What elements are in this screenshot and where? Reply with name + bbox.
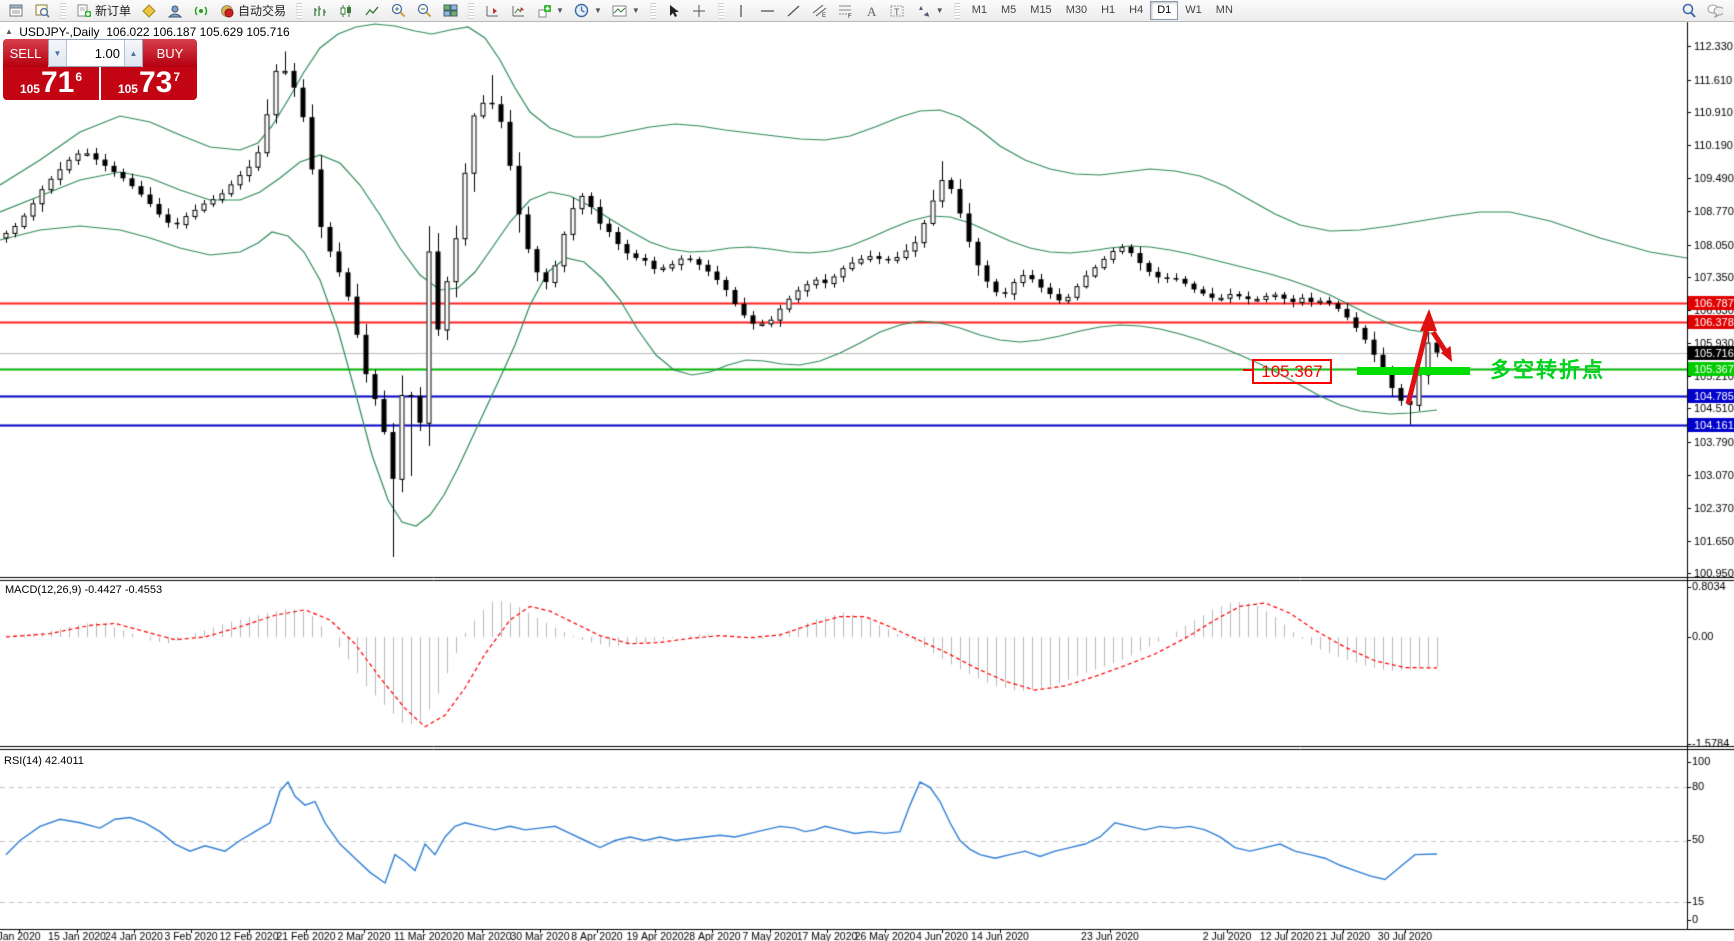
toolbar-separator: [296, 2, 303, 19]
bid-pips: 71: [40, 66, 75, 99]
main-toolbar: 新订单 自动交易 ▼ ▼ ▼: [0, 0, 1734, 22]
linechart-icon[interactable]: [359, 1, 385, 21]
period-clock-icon: [574, 3, 590, 19]
chart-shift-icon[interactable]: [479, 1, 505, 21]
expert-icon[interactable]: [162, 1, 188, 21]
pivot-annotation-text[interactable]: 多空转折点: [1490, 359, 1605, 382]
timeframe-d1[interactable]: D1: [1150, 1, 1179, 20]
timeframe-m15[interactable]: M15: [1030, 4, 1052, 16]
bid-pipette: 6: [75, 70, 83, 84]
template-button[interactable]: ▼: [607, 1, 645, 21]
autotrade-icon: [219, 3, 235, 19]
shapes-icon: [916, 3, 932, 19]
timeframe-m1[interactable]: M1: [971, 4, 987, 16]
toolbar-separator: [649, 2, 656, 19]
one-click-trading-panel: SELL ▼ 1.00 ▲ BUY 105 71 6 105 73 7: [3, 39, 197, 100]
svg-text:A: A: [867, 4, 877, 18]
fibonacci-icon[interactable]: F: [833, 1, 859, 21]
svg-text:T: T: [894, 7, 900, 17]
auto-trading-button[interactable]: 自动交易: [214, 1, 291, 21]
timeframe-mn[interactable]: MN: [1215, 4, 1233, 16]
buy-button[interactable]: BUY: [143, 39, 197, 67]
timeframe-m5[interactable]: M5: [1001, 4, 1017, 16]
pivot-highlight-bar[interactable]: [1357, 367, 1470, 375]
sell-button[interactable]: SELL: [3, 39, 48, 67]
svg-text:F: F: [848, 14, 852, 18]
timeframe-toolbar: M1 M5 M15 M30 H1 H4 D1 W1 MN: [962, 1, 1243, 21]
volume-stepper: ▼ 1.00 ▲: [48, 39, 143, 67]
label-icon[interactable]: T: [885, 1, 911, 21]
cursor-icon[interactable]: [661, 1, 687, 21]
timeframe-h1[interactable]: H1: [1101, 4, 1116, 16]
chevron-down-icon: ▼: [631, 6, 640, 15]
indicator-diamond-icon[interactable]: [136, 1, 162, 21]
auto-trading-label: 自动交易: [238, 4, 287, 18]
timeframe-m30[interactable]: M30: [1065, 4, 1088, 16]
zoom-in-icon[interactable]: [385, 1, 411, 21]
hline-icon[interactable]: [755, 1, 781, 21]
toolbar-separator: [60, 2, 66, 19]
search-icon[interactable]: [1676, 1, 1702, 21]
add-indicator-icon: [536, 3, 552, 19]
period-button[interactable]: ▼: [569, 1, 607, 21]
chevron-down-icon: ▼: [556, 6, 564, 15]
timeframe-w1[interactable]: W1: [1185, 4, 1202, 16]
template-icon: [612, 3, 628, 19]
chart-title: ▲ USDJPY-,Daily 106.022 106.187 105.629 …: [5, 25, 290, 39]
rsi-label: RSI(14) 42.4011: [4, 755, 84, 767]
chart-autoscroll-icon[interactable]: [505, 1, 531, 21]
macd-label: MACD(12,26,9) -0.4427 -0.4553: [5, 584, 163, 596]
add-indicator-button[interactable]: ▼: [531, 1, 569, 21]
new-order-icon: [76, 3, 92, 19]
toolbar-separator: [717, 2, 724, 19]
candlestick-icon[interactable]: [333, 1, 359, 21]
barchart-icon[interactable]: [307, 1, 333, 21]
volume-up-button[interactable]: ▲: [124, 40, 142, 66]
channel-icon[interactable]: E: [807, 1, 833, 21]
tile-windows-icon[interactable]: [437, 1, 463, 21]
symbol-ohlc: 106.022 106.187 105.629 105.716: [106, 25, 290, 39]
terminal-icon[interactable]: [3, 1, 29, 21]
zoom-out-icon[interactable]: [411, 1, 437, 21]
collapse-triangle-icon[interactable]: ▲: [5, 27, 13, 36]
ask-pips: 73: [138, 66, 173, 99]
signal-icon[interactable]: [188, 1, 214, 21]
ask-pipette: 7: [173, 70, 181, 84]
text-icon[interactable]: A: [859, 1, 885, 21]
toolbar-separator: [468, 2, 475, 19]
chat-icon[interactable]: [1702, 1, 1728, 21]
volume-down-button[interactable]: ▼: [49, 40, 67, 66]
chevron-down-icon: ▼: [935, 6, 944, 15]
ask-price-button[interactable]: 105 73 7: [101, 67, 197, 100]
price-alert-dash: [1243, 369, 1252, 371]
vline-icon[interactable]: [729, 1, 755, 21]
symbol-name: USDJPY-,Daily: [19, 25, 100, 39]
crosshair-icon[interactable]: [687, 1, 713, 21]
chevron-down-icon: ▼: [593, 6, 602, 15]
toolbar-separator: [953, 2, 960, 19]
bid-price-button[interactable]: 105 71 6: [3, 67, 99, 100]
bid-handle: 105: [19, 82, 40, 96]
shapes-button[interactable]: ▼: [911, 1, 949, 21]
volume-value[interactable]: 1.00: [94, 45, 120, 61]
ask-handle: 105: [117, 82, 138, 96]
new-order-button[interactable]: 新订单: [71, 1, 136, 21]
timeframe-h4[interactable]: H4: [1129, 4, 1144, 16]
trend-arrow[interactable]: [1398, 304, 1462, 408]
price-alert-box[interactable]: 105.367: [1252, 359, 1332, 384]
trendline-icon[interactable]: [781, 1, 807, 21]
svg-text:E: E: [822, 13, 826, 18]
new-order-label: 新订单: [95, 4, 132, 18]
preview-icon[interactable]: [29, 1, 55, 21]
